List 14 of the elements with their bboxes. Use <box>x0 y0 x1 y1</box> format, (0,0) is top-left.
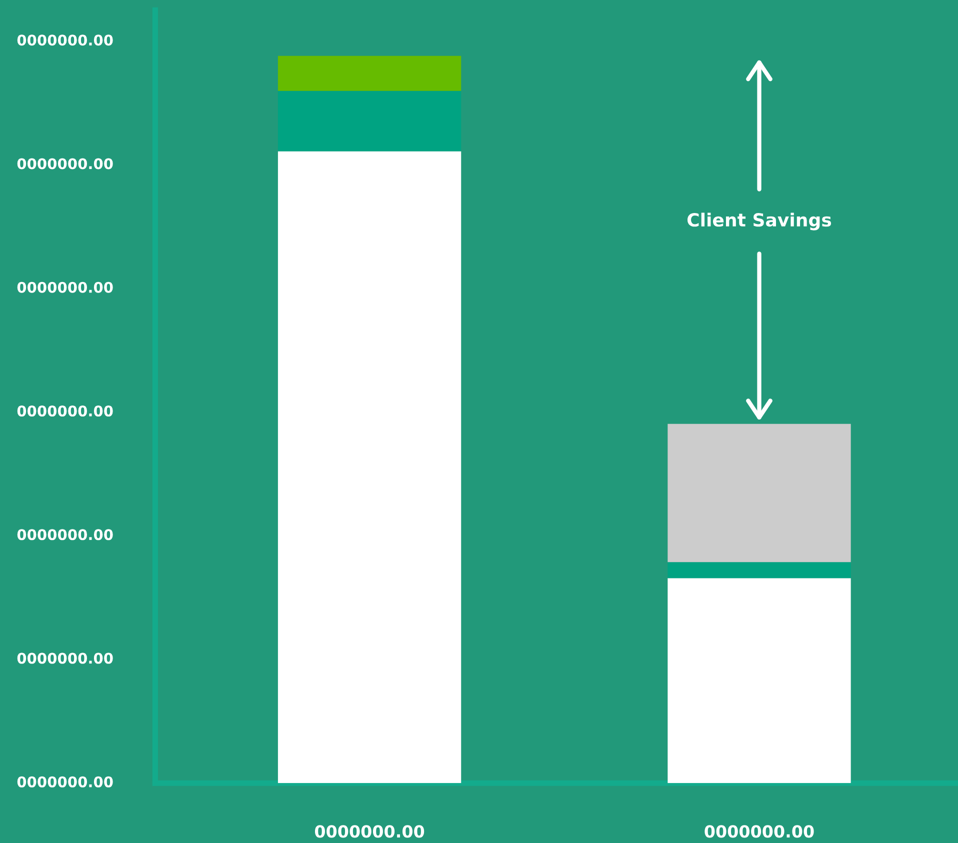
bar <box>278 90 462 152</box>
bar <box>668 562 851 578</box>
text: 0000000.00 <box>17 652 113 664</box>
text: 0000000.00 <box>17 529 113 540</box>
bar <box>278 56 462 91</box>
text: 0000000.00 <box>17 34 113 46</box>
text: 0000000.00 <box>17 405 113 416</box>
bar <box>278 151 462 784</box>
bar <box>668 578 851 784</box>
text: 0000000.00 <box>17 776 113 788</box>
text: 0000000.00 <box>17 282 113 293</box>
bar <box>668 424 851 562</box>
annotation: Client Savings <box>687 212 832 230</box>
text: 0000000.00 <box>17 158 113 170</box>
